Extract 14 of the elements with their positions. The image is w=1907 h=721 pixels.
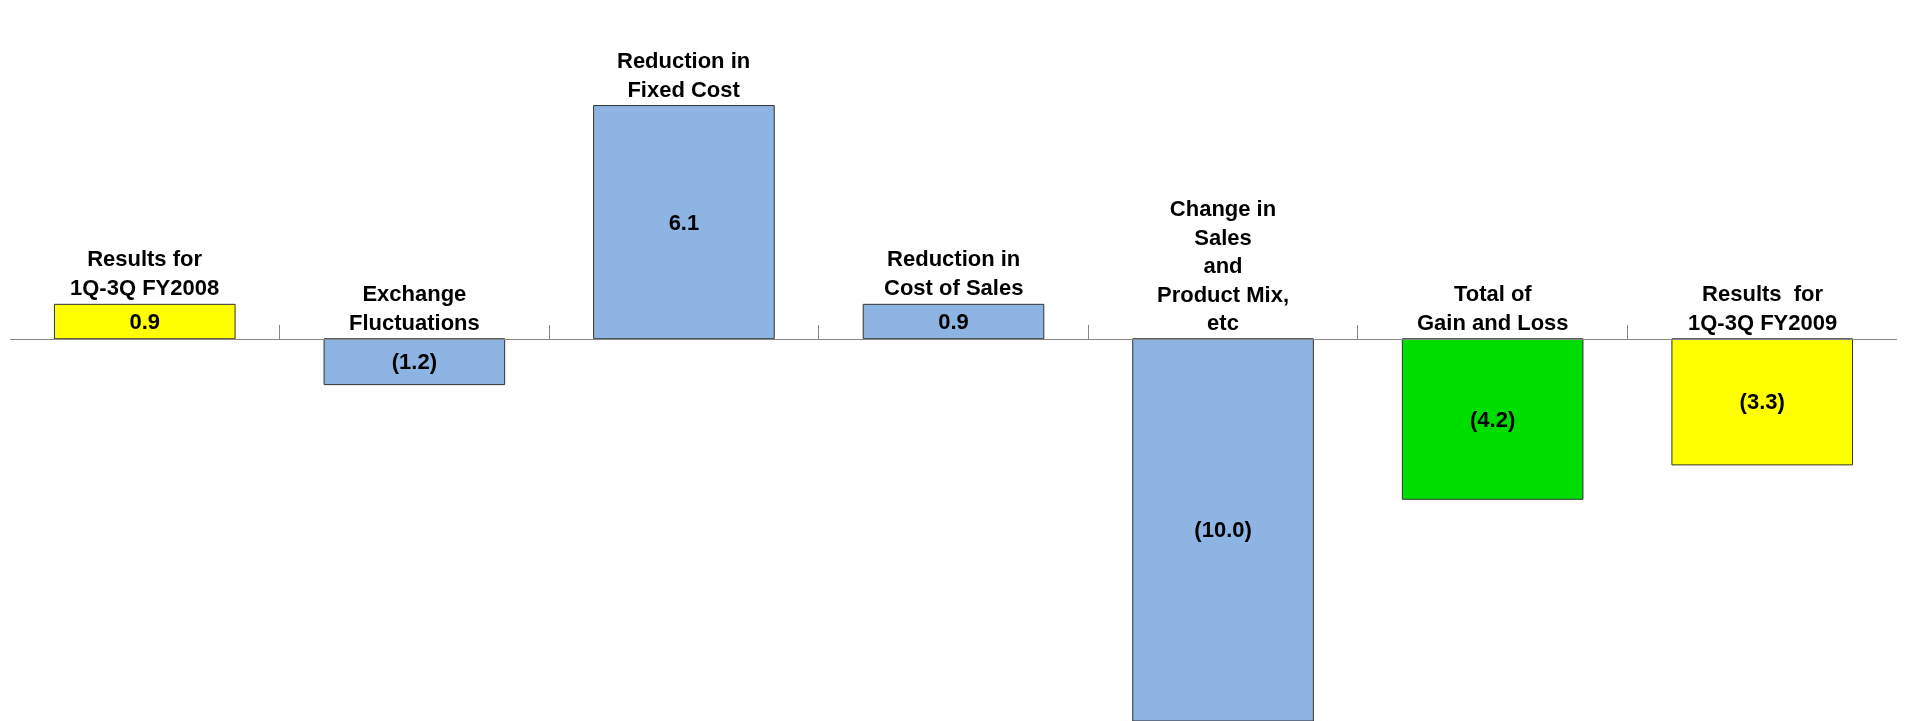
data-label: (10.0): [1194, 517, 1252, 543]
x-tick-label: Results for 1Q-3Q FY2008: [70, 246, 220, 300]
x-tick-label: Results for 1Q-3Q FY2009: [1688, 281, 1838, 335]
data-label: 0.9: [129, 309, 161, 335]
x-tick-label: Reduction in Cost of Sales: [884, 246, 1024, 300]
x-tick-label: Total of Gain and Loss: [1417, 281, 1569, 335]
x-tick-label: Exchange Fluctuations: [349, 281, 480, 335]
x-tick-label: Change in Sales and Product Mix, etc: [1157, 196, 1290, 336]
data-label: (1.2): [391, 349, 437, 375]
data-label: (4.2): [1470, 406, 1516, 432]
data-label: 0.9: [938, 309, 969, 335]
x-tick-label: Reduction in Fixed Cost: [617, 48, 751, 102]
data-label: (3.3): [1739, 389, 1785, 415]
data-label: 6.1: [668, 209, 700, 235]
